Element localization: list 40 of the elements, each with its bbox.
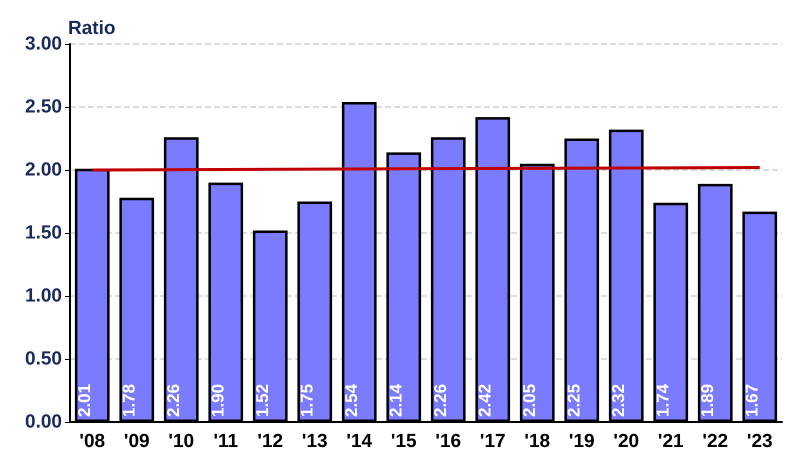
x-tick-label: '12 xyxy=(257,431,284,452)
x-tick-label: '21 xyxy=(658,431,684,452)
y-tick-label: 3.00 xyxy=(25,34,62,54)
data-label: 1.90 xyxy=(208,384,228,417)
x-tick-label: '15 xyxy=(390,431,418,452)
x-tick-label: '22 xyxy=(702,431,728,452)
data-label: 1.67 xyxy=(742,384,762,417)
data-label: 2.54 xyxy=(342,383,361,417)
data-label: 2.14 xyxy=(386,383,406,417)
data-label: 1.78 xyxy=(119,384,138,417)
y-tick-label: 1.50 xyxy=(25,222,62,244)
x-tick-label: '16 xyxy=(435,431,462,452)
data-label: 2.26 xyxy=(164,384,183,417)
x-tick-label: '10 xyxy=(168,431,194,452)
data-label: 1.74 xyxy=(653,383,672,417)
data-label: 2.42 xyxy=(475,384,494,417)
y-tick-label: 0.50 xyxy=(25,348,62,370)
data-label: 1.75 xyxy=(297,384,316,417)
x-tick-label: '13 xyxy=(302,431,328,452)
y-tick-label: 1.00 xyxy=(25,286,62,306)
x-tick-label: '14 xyxy=(346,431,373,452)
x-tick-label: '19 xyxy=(568,431,595,452)
y-axis-title: Ratio xyxy=(68,18,116,39)
y-tick-label: 2.50 xyxy=(25,96,62,118)
data-label: 1.52 xyxy=(252,384,272,417)
x-tick-label: '20 xyxy=(613,431,640,452)
x-tick-label: '17 xyxy=(480,431,506,452)
data-label: 2.01 xyxy=(74,384,94,417)
data-label: 2.26 xyxy=(430,384,450,417)
data-label: 2.05 xyxy=(520,384,539,417)
x-tick-label: '18 xyxy=(524,431,550,452)
data-label: 2.25 xyxy=(564,384,584,417)
x-tick-label: '11 xyxy=(213,431,238,452)
data-label: 2.32 xyxy=(608,384,628,417)
x-tick-label: '23 xyxy=(746,431,773,452)
x-tick-label: '08 xyxy=(79,431,106,452)
data-label: 1.89 xyxy=(698,384,717,417)
x-tick-label: '09 xyxy=(124,431,150,452)
y-tick-label: 0.00 xyxy=(25,412,62,432)
y-tick-label: 2.00 xyxy=(25,160,62,180)
